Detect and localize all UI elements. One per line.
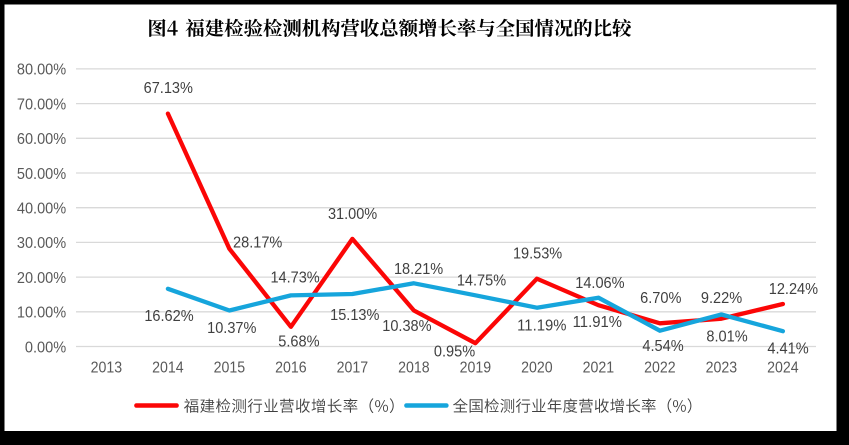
svg-text:10.37%: 10.37%	[207, 320, 257, 337]
svg-text:14.73%: 14.73%	[270, 269, 320, 286]
svg-text:80.00%: 80.00%	[17, 62, 67, 79]
svg-text:4.41%: 4.41%	[767, 340, 809, 357]
svg-text:15.13%: 15.13%	[330, 307, 380, 324]
svg-text:50.00%: 50.00%	[17, 166, 67, 183]
svg-text:11.19%: 11.19%	[517, 318, 567, 335]
svg-text:5.68%: 5.68%	[278, 333, 320, 350]
svg-text:0.00%: 0.00%	[25, 339, 67, 356]
svg-text:6.70%: 6.70%	[640, 290, 682, 307]
svg-text:2022: 2022	[644, 360, 676, 377]
svg-text:9.22%: 9.22%	[701, 290, 743, 307]
svg-text:30.00%: 30.00%	[17, 235, 67, 252]
svg-text:2014: 2014	[152, 360, 184, 377]
svg-text:4.54%: 4.54%	[642, 338, 684, 355]
svg-text:19.53%: 19.53%	[513, 246, 563, 263]
svg-text:2023: 2023	[706, 360, 738, 377]
svg-text:2013: 2013	[91, 360, 123, 377]
svg-text:2020: 2020	[521, 360, 553, 377]
svg-text:2018: 2018	[398, 360, 430, 377]
svg-text:2015: 2015	[214, 360, 246, 377]
svg-text:10.38%: 10.38%	[382, 318, 432, 335]
svg-text:18.21%: 18.21%	[394, 261, 444, 278]
svg-text:0.95%: 0.95%	[434, 344, 476, 361]
svg-text:2024: 2024	[767, 360, 799, 377]
svg-text:11.91%: 11.91%	[573, 314, 623, 331]
svg-text:16.62%: 16.62%	[144, 308, 194, 325]
svg-text:2016: 2016	[275, 360, 307, 377]
svg-text:31.00%: 31.00%	[328, 206, 378, 223]
svg-text:60.00%: 60.00%	[17, 131, 67, 148]
svg-text:20.00%: 20.00%	[17, 270, 67, 287]
svg-text:67.13%: 67.13%	[144, 80, 194, 97]
svg-text:14.06%: 14.06%	[575, 275, 625, 292]
svg-text:8.01%: 8.01%	[706, 328, 748, 345]
svg-text:28.17%: 28.17%	[233, 235, 283, 252]
svg-text:14.75%: 14.75%	[457, 272, 507, 289]
svg-text:40.00%: 40.00%	[17, 201, 67, 218]
svg-text:2017: 2017	[337, 360, 369, 377]
svg-text:12.24%: 12.24%	[769, 281, 819, 298]
svg-text:2021: 2021	[583, 360, 615, 377]
svg-text:10.00%: 10.00%	[17, 305, 67, 322]
svg-text:70.00%: 70.00%	[17, 96, 67, 113]
svg-text:2019: 2019	[460, 360, 492, 377]
